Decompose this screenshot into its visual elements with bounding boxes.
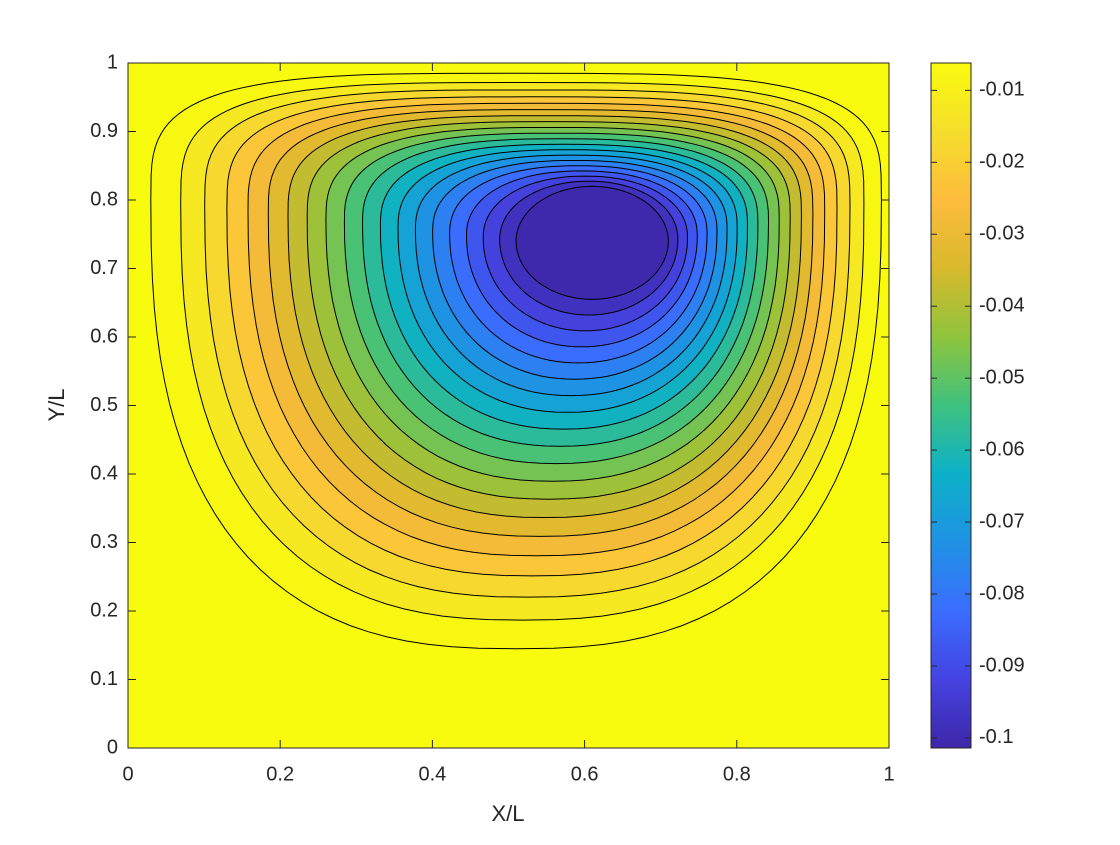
colorbar-tick-label: -0.1 <box>979 726 1013 748</box>
colorbar <box>931 63 971 748</box>
colorbar-tick-label: -0.08 <box>979 582 1025 604</box>
y-tick-label: 0.6 <box>90 325 118 347</box>
x-tick-label: 0.2 <box>266 763 294 785</box>
x-axis-label: X/L <box>491 801 524 826</box>
x-tick-label: 0 <box>122 763 133 785</box>
y-axis-label: Y/L <box>44 388 69 421</box>
colorbar-box <box>930 62 972 749</box>
y-tick-label: 0 <box>107 736 118 758</box>
colorbar-tick-label: -0.02 <box>979 151 1025 173</box>
x-tick-label: 0.4 <box>418 763 446 785</box>
y-tick-label: 0.3 <box>90 531 118 553</box>
colorbar-tick-label: -0.04 <box>979 294 1025 316</box>
x-tick-label: 1 <box>883 763 894 785</box>
y-tick-label: 0.5 <box>90 394 118 416</box>
colorbar-tick-label: -0.03 <box>979 223 1025 245</box>
colorbar-tick-label: -0.07 <box>979 510 1025 532</box>
colorbar-tick-label: -0.06 <box>979 438 1025 460</box>
y-tick-label: 0.8 <box>90 188 118 210</box>
y-tick-label: 0.1 <box>90 668 118 690</box>
y-tick-label: 0.7 <box>90 257 118 279</box>
x-tick-label: 0.6 <box>571 763 599 785</box>
y-tick-label: 1 <box>107 51 118 73</box>
y-tick-label: 0.2 <box>90 599 118 621</box>
x-tick-label: 0.8 <box>723 763 751 785</box>
y-tick-label: 0.4 <box>90 462 118 484</box>
y-tick-label: 0.9 <box>90 120 118 142</box>
colorbar-tick-label: -0.01 <box>979 79 1025 101</box>
plot-area <box>128 63 889 748</box>
colorbar-tick-label: -0.09 <box>979 654 1025 676</box>
contour-level <box>515 185 669 300</box>
colorbar-tick-label: -0.05 <box>979 366 1025 388</box>
